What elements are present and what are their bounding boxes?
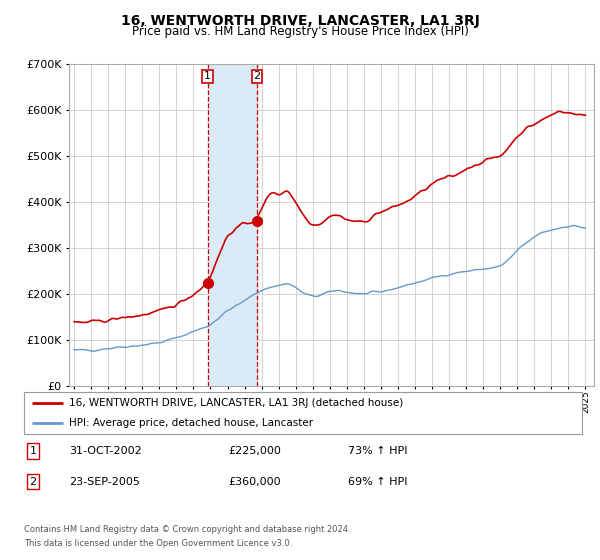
Text: 1: 1 — [204, 71, 211, 81]
Text: 69% ↑ HPI: 69% ↑ HPI — [348, 477, 407, 487]
Text: 2: 2 — [253, 71, 260, 81]
Text: 16, WENTWORTH DRIVE, LANCASTER, LA1 3RJ (detached house): 16, WENTWORTH DRIVE, LANCASTER, LA1 3RJ … — [68, 398, 403, 408]
Text: 1: 1 — [29, 446, 37, 456]
Text: 2: 2 — [29, 477, 37, 487]
Text: 23-SEP-2005: 23-SEP-2005 — [69, 477, 140, 487]
Text: 31-OCT-2002: 31-OCT-2002 — [69, 446, 142, 456]
Text: HPI: Average price, detached house, Lancaster: HPI: Average price, detached house, Lanc… — [68, 418, 313, 428]
Text: This data is licensed under the Open Government Licence v3.0.: This data is licensed under the Open Gov… — [24, 539, 292, 548]
Text: 16, WENTWORTH DRIVE, LANCASTER, LA1 3RJ: 16, WENTWORTH DRIVE, LANCASTER, LA1 3RJ — [121, 14, 479, 28]
Text: Contains HM Land Registry data © Crown copyright and database right 2024.: Contains HM Land Registry data © Crown c… — [24, 525, 350, 534]
Text: £360,000: £360,000 — [228, 477, 281, 487]
Text: £225,000: £225,000 — [228, 446, 281, 456]
Text: Price paid vs. HM Land Registry's House Price Index (HPI): Price paid vs. HM Land Registry's House … — [131, 25, 469, 38]
FancyBboxPatch shape — [24, 392, 582, 434]
Text: 73% ↑ HPI: 73% ↑ HPI — [348, 446, 407, 456]
Bar — [208, 64, 257, 386]
